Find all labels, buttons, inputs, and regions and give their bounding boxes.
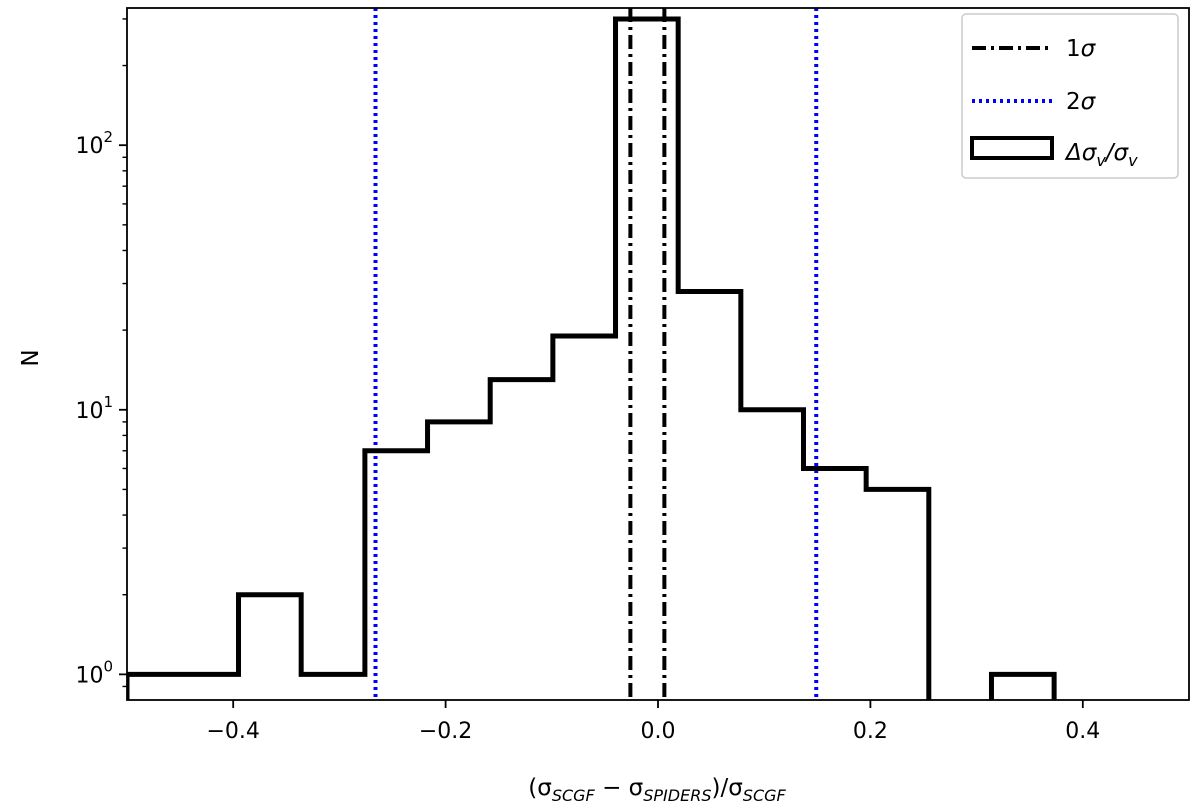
histogram-bin-6 [553,336,616,700]
histogram-bin-5 [490,380,553,700]
x-tick-label-3: 0.2 [853,719,888,744]
plot-area [127,8,1057,700]
histogram-bin-8 [678,291,741,700]
histogram-bin-0 [127,674,239,700]
legend-histogram-swatch [970,136,1054,160]
x-axis-label: (σSCGF − σSPIDERS)/σSCGF [528,775,786,805]
legend: 1σ 2σ Δσv/σv [961,13,1179,179]
histogram-bin-2 [301,674,365,700]
y-tick-label-2: 102 [75,128,113,159]
y-tick-label-1: 101 [75,393,113,424]
legend-histogram-label: Δσv/σv [1064,140,1138,170]
y-tick-label-0: 100 [75,657,113,688]
histogram-bin-9 [741,410,804,700]
histogram-bin-10 [803,468,866,700]
histogram-bin-4 [428,422,491,700]
histogram-bin-7 [616,19,679,700]
histogram-bin-13 [991,674,1054,700]
legend-one-sigma-label: 1σ [1066,36,1097,62]
histogram-bin-3 [365,451,428,700]
x-tick-label-1: −0.2 [419,719,472,744]
histogram-outline [127,16,1057,700]
x-tick-label-2: 0.0 [641,719,676,744]
x-tick-label-4: 0.4 [1065,719,1100,744]
x-tick-label-0: −0.4 [206,719,259,744]
legend-two-sigma-label: 2σ [1066,89,1097,115]
histogram-bin-1 [239,595,302,700]
axes: −0.4 −0.2 0.0 0.2 0.4 100 101 102 [75,7,1190,744]
y-axis-label: N [18,349,44,366]
histogram-bin-11 [866,489,929,700]
